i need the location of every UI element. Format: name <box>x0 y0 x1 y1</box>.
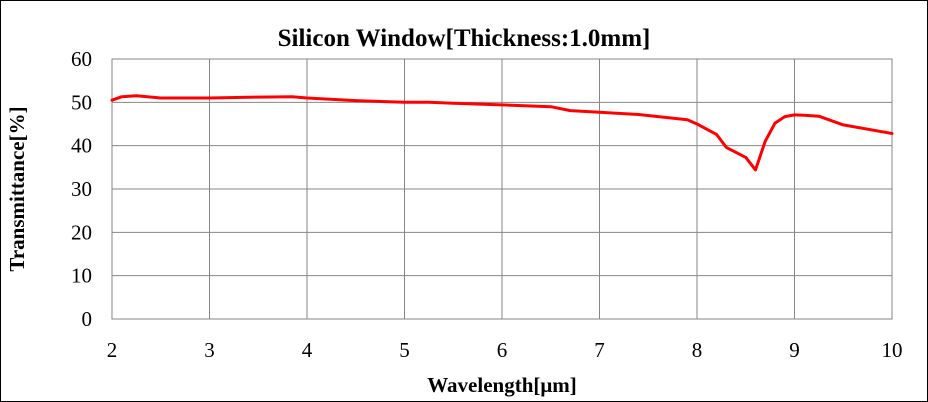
x-tick-label: 7 <box>594 338 605 362</box>
x-tick-label: 9 <box>789 338 800 362</box>
y-tick-labels: 0 10 20 30 40 50 60 <box>71 47 92 331</box>
y-tick-label: 60 <box>71 47 92 71</box>
x-tick-label: 3 <box>204 338 215 362</box>
x-tick-label: 8 <box>692 338 703 362</box>
y-tick-label: 30 <box>71 177 92 201</box>
y-tick-label: 20 <box>71 220 92 244</box>
x-tick-labels: 2 3 4 5 6 7 8 9 10 <box>107 338 903 362</box>
y-tick-label: 10 <box>71 264 92 288</box>
chart-title: Silicon Window[Thickness:1.0mm] <box>278 25 651 52</box>
y-tick-label: 0 <box>82 307 93 331</box>
x-tick-label: 10 <box>882 338 903 362</box>
x-tick-label: 2 <box>107 338 118 362</box>
series-layer <box>110 94 894 172</box>
x-tick-label: 6 <box>497 338 508 362</box>
y-axis-label: Transmittance[%] <box>5 106 29 271</box>
plot-area-border <box>111 58 893 320</box>
x-tick-label: 4 <box>302 338 313 362</box>
x-tick-label: 5 <box>399 338 410 362</box>
transmittance-line <box>110 94 894 172</box>
y-tick-label: 40 <box>71 134 92 158</box>
x-axis-label: Wavelength[μm] <box>427 373 577 397</box>
y-tick-label: 50 <box>71 90 92 114</box>
